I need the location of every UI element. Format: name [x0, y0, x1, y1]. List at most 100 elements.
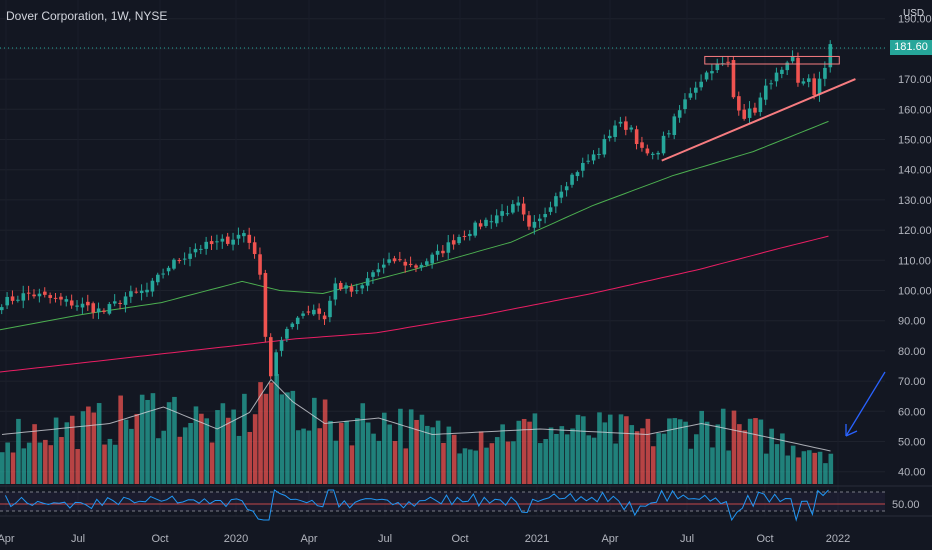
candle-body	[365, 278, 370, 286]
price-tick-label: 150.00	[898, 135, 932, 147]
candle-body	[355, 290, 359, 292]
price-tick-label: 60.00	[898, 406, 926, 418]
candle-body	[753, 107, 757, 113]
volume-bar	[392, 441, 398, 484]
volume-bar	[548, 427, 554, 484]
volume-bar	[188, 423, 193, 484]
volume-moving-average-line	[1, 378, 831, 452]
volume-bar	[279, 394, 285, 484]
volume-bar	[139, 394, 145, 484]
candle-body	[667, 133, 671, 135]
volume-bar	[661, 433, 667, 484]
candle-body	[204, 241, 209, 249]
rsi-level-label: 50.00	[892, 499, 920, 511]
volume-bar	[215, 410, 220, 484]
candle-body	[75, 305, 79, 307]
volume-bar	[355, 418, 360, 484]
candle-body	[494, 215, 499, 224]
candle-body	[581, 162, 585, 171]
volume-bar	[618, 414, 624, 484]
candle-body	[408, 263, 413, 265]
candle-body	[107, 304, 112, 314]
volume-bar	[129, 428, 134, 484]
volume-bar	[301, 428, 306, 484]
candle-body	[242, 233, 246, 237]
candle-body	[349, 286, 354, 292]
candle-body	[376, 269, 381, 273]
volume-bar	[26, 442, 32, 484]
candle-body	[387, 259, 391, 263]
volume-bar	[225, 417, 231, 484]
volume-bar	[796, 457, 801, 484]
candle-body	[710, 71, 714, 74]
candle-body	[462, 235, 467, 237]
time-axis: Apr Jul Oct 2020 Apr Jul Oct 2021 Apr Jul Oct 2022	[0, 533, 850, 545]
candle-body	[586, 160, 591, 162]
candle-body	[53, 297, 58, 299]
candle-body	[446, 242, 451, 253]
time-tick-label: 2020	[224, 533, 248, 545]
candle-body	[134, 291, 139, 293]
candle-body	[419, 264, 424, 268]
time-tick-label: Jul	[71, 533, 85, 545]
volume-bar	[285, 392, 290, 484]
candle-body	[333, 283, 338, 300]
candle-body	[607, 135, 612, 139]
volume-bar	[37, 442, 43, 484]
volume-bar	[785, 455, 791, 484]
volume-bar	[193, 406, 199, 484]
candle-body	[538, 218, 542, 222]
candle-body	[591, 154, 596, 161]
candle-body	[0, 307, 4, 311]
volume-bar	[468, 449, 473, 484]
volume-bar	[96, 403, 102, 484]
candle-body	[252, 242, 257, 255]
candle-body	[812, 78, 816, 96]
last-price-tag: 181.60	[890, 40, 932, 55]
volume-bar	[419, 414, 425, 484]
candle-body	[26, 292, 31, 294]
candle-body	[118, 302, 122, 304]
candle-body	[435, 250, 440, 255]
candle-body	[425, 261, 429, 265]
candle-body	[473, 222, 478, 236]
volume-bar	[312, 397, 317, 484]
volume-bar	[640, 428, 645, 484]
volume-bar	[726, 450, 731, 484]
volume-bar	[473, 450, 479, 484]
volume-bar	[102, 444, 107, 484]
candle-body	[532, 221, 537, 228]
volume-bar	[478, 431, 484, 484]
volume-bar	[145, 399, 150, 484]
volume-bar	[349, 445, 355, 484]
chart-grid	[0, 18, 885, 473]
candle-body	[172, 259, 176, 269]
candle-body	[511, 204, 515, 213]
volume-bar	[629, 425, 635, 484]
volume-bar	[575, 414, 581, 484]
volume-bar	[209, 442, 215, 484]
volume-bar	[360, 403, 366, 484]
candle-body	[220, 238, 225, 242]
candle-body	[796, 57, 800, 83]
volume-bar	[91, 412, 97, 484]
candle-body	[21, 293, 26, 301]
candle-body	[656, 152, 660, 155]
volume-bar	[817, 451, 823, 484]
volume-bar	[306, 430, 312, 484]
volume-bar	[710, 447, 715, 484]
candle-body	[575, 172, 580, 177]
volume-bar	[683, 421, 688, 484]
volume-bar	[21, 448, 27, 484]
volume-bar	[570, 428, 575, 484]
price-tick-label: 160.00	[898, 104, 932, 116]
candle-body	[269, 337, 273, 377]
candle-body	[166, 267, 171, 272]
volume-bar	[462, 448, 468, 484]
volume-bar	[408, 409, 414, 484]
chart-title: Dover Corporation, 1W, NYSE	[6, 9, 168, 23]
candle-body	[290, 323, 295, 328]
candle-body	[285, 328, 289, 339]
volume-bar	[720, 408, 726, 484]
